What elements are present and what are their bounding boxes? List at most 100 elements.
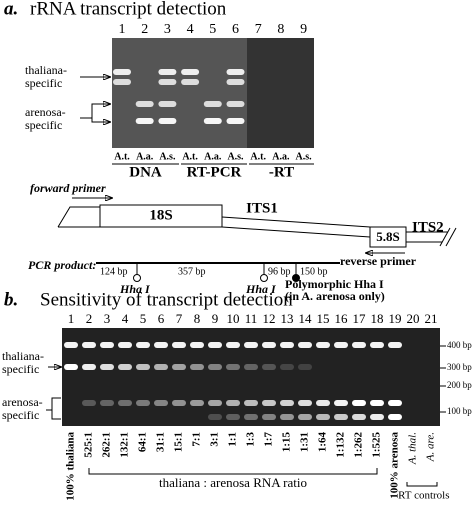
band: [172, 400, 186, 406]
band: [181, 69, 200, 75]
lane-label: 100% arenosa: [389, 432, 401, 499]
site-label: Hha I: [119, 282, 151, 296]
lane-label: 525:1: [83, 432, 95, 458]
lane-number: 7: [255, 22, 262, 37]
band: [316, 400, 330, 406]
band: [113, 79, 131, 85]
band: [262, 364, 276, 370]
box: [369, 226, 407, 248]
band: [226, 400, 240, 406]
band: [100, 400, 114, 406]
fragment: 124 bp: [100, 266, 128, 277]
lane-number: 6: [232, 22, 239, 37]
band: [334, 400, 348, 406]
site-label: Hha I: [245, 282, 277, 296]
size-marker: 100 bp: [447, 406, 472, 416]
group-label: DNA: [129, 164, 162, 180]
band: [352, 414, 366, 420]
sample-label: A.t.: [182, 151, 198, 162]
band: [280, 364, 294, 370]
band: [388, 342, 402, 348]
lane-label: 1:262: [353, 432, 365, 458]
band: [136, 364, 150, 370]
band-label: specific: [25, 118, 62, 132]
lane-number: 3: [104, 311, 111, 326]
band: [262, 400, 276, 406]
caption: thaliana : arenosa RNA ratio: [159, 475, 307, 490]
panel-title: Sensitivity of transcript detection: [40, 289, 293, 310]
band: [203, 101, 222, 107]
band-label: thaliana-: [2, 349, 44, 363]
band: [158, 101, 177, 107]
band: [370, 414, 384, 420]
band: [135, 118, 154, 124]
box: [99, 204, 223, 228]
sample-label: A.a.: [272, 151, 290, 162]
group-label: -RT: [269, 164, 294, 180]
band: [208, 414, 222, 420]
lane-label: 1:3: [245, 432, 257, 447]
lane-number: 7: [176, 311, 183, 326]
sample-label: A.t.: [250, 151, 266, 162]
band: [136, 400, 150, 406]
band: [352, 342, 366, 348]
region: ITS1: [246, 200, 278, 216]
band: [154, 364, 168, 370]
label: forward primer: [30, 181, 106, 195]
panel-label: a.: [4, 0, 18, 19]
band: [244, 364, 258, 370]
region: 5.8S: [376, 229, 399, 244]
slash: [445, 227, 457, 247]
lane-label: 100% thaliana: [65, 432, 77, 501]
caption: -RT controls: [394, 490, 449, 502]
line: [221, 226, 371, 238]
band: [298, 342, 312, 348]
lane-label: 1:1: [227, 432, 239, 447]
band: [388, 400, 402, 406]
band: [172, 342, 186, 348]
lane-label: 64:1: [137, 432, 149, 452]
lane-number: 3: [164, 22, 171, 37]
lane-number: 4: [187, 22, 194, 37]
band: [82, 400, 96, 406]
band: [226, 414, 240, 420]
band: [203, 118, 222, 124]
band: [262, 414, 276, 420]
site-label: Polymorphic Hha I: [285, 277, 384, 291]
band: [100, 342, 114, 348]
band: [100, 364, 114, 370]
band: [262, 342, 276, 348]
lane-label: 1:132: [335, 432, 347, 458]
band: [280, 414, 294, 420]
bracket: [80, 103, 110, 119]
band: [334, 414, 348, 420]
band: [118, 342, 132, 348]
band: [113, 69, 131, 75]
lane-label: A. are.: [425, 432, 437, 462]
lane-label: 1:64: [317, 432, 329, 453]
bracket: [46, 397, 61, 411]
site-note: (in A. arenosa only): [285, 289, 385, 303]
band: [244, 342, 258, 348]
band: [298, 400, 312, 406]
band: [172, 364, 186, 370]
bracket: [91, 118, 110, 123]
lane-number: 21: [425, 311, 438, 326]
band: [154, 400, 168, 406]
band: [244, 414, 258, 420]
lane-label: A. thal.: [407, 432, 419, 465]
band-label: thaliana-: [25, 63, 67, 77]
lane-number: 6: [158, 311, 165, 326]
band: [181, 79, 200, 85]
lane-number: 5: [140, 311, 147, 326]
band-label: arenosa-: [2, 395, 43, 409]
site: [133, 274, 141, 282]
sample-label: A.a.: [204, 151, 222, 162]
band: [82, 364, 96, 370]
lane-label: 31:1: [155, 432, 167, 452]
band: [226, 118, 245, 124]
band: [208, 364, 222, 370]
lane-number: 8: [194, 311, 201, 326]
panel-label: b.: [4, 289, 18, 310]
